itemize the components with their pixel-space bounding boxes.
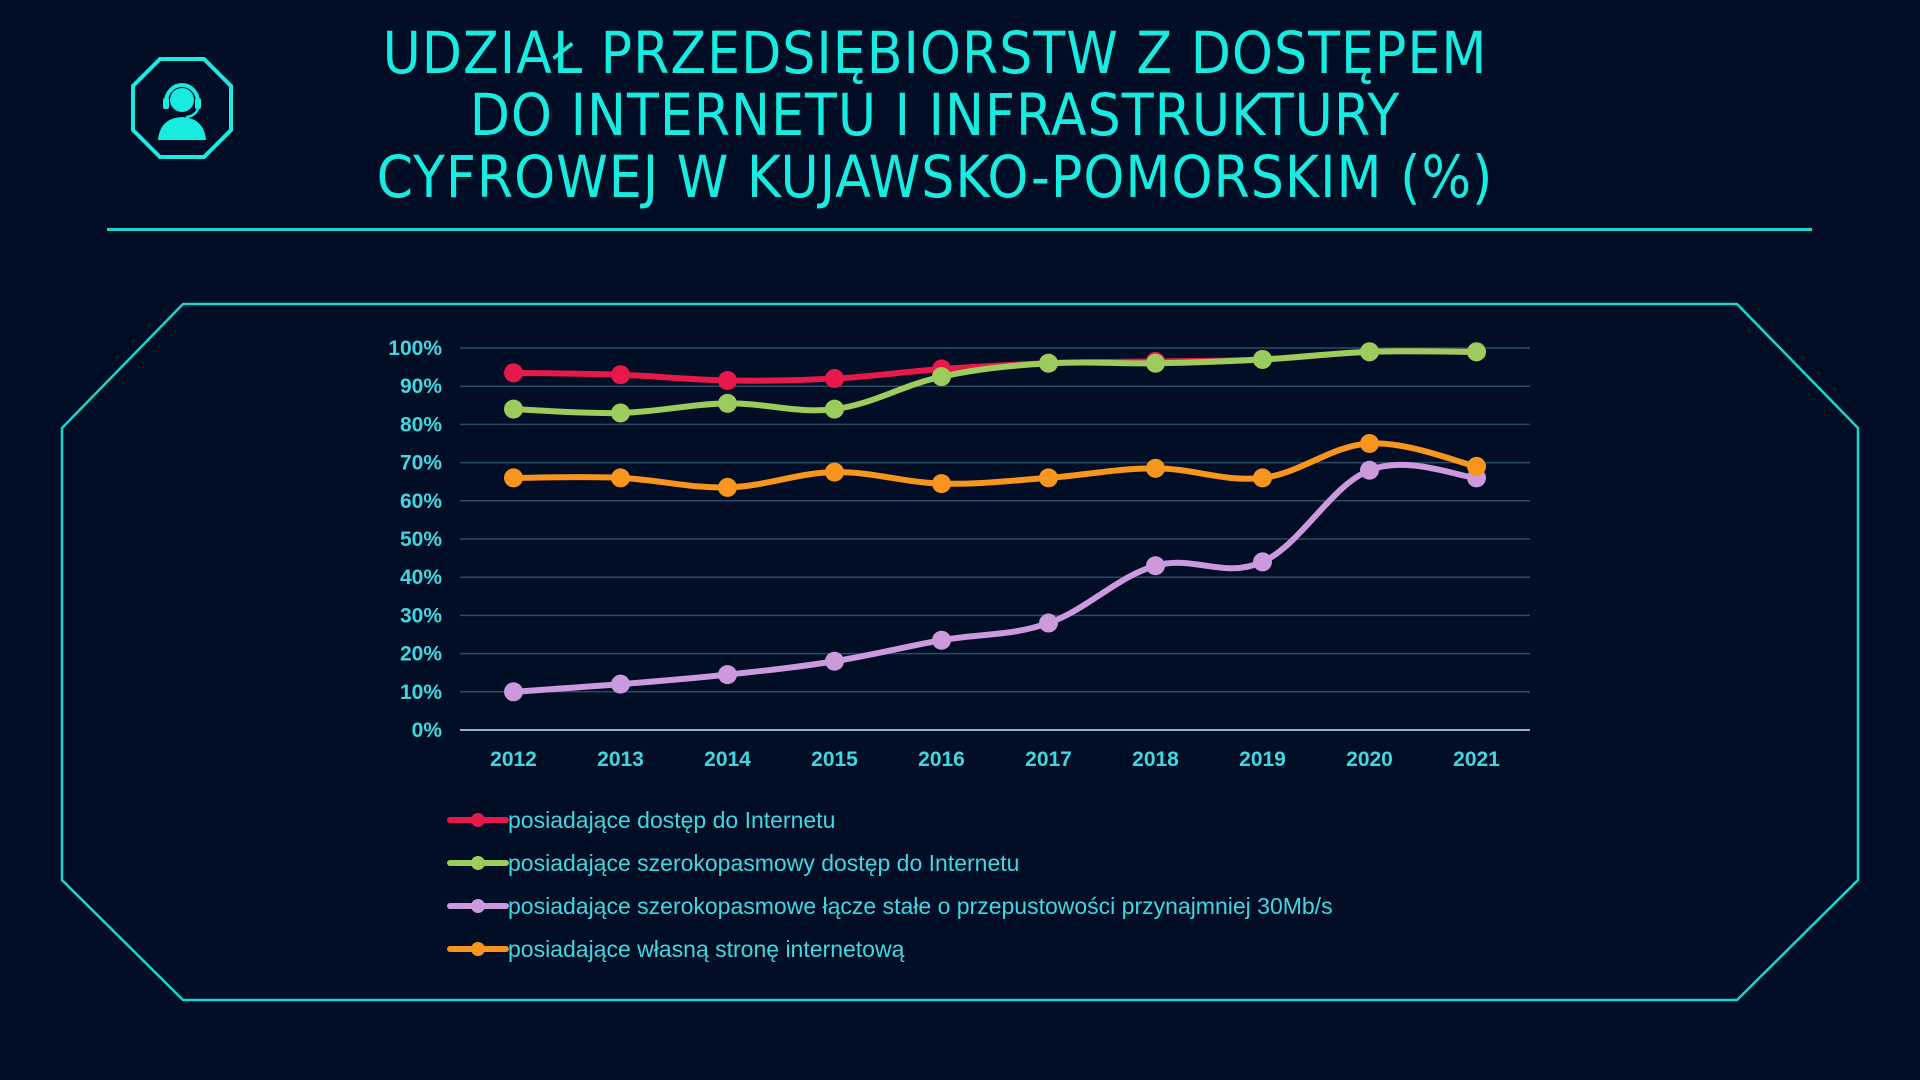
y-tick-label: 50%	[400, 528, 442, 551]
data-point	[1253, 552, 1272, 572]
headset-support-icon	[130, 56, 234, 160]
y-tick-label: 40%	[400, 566, 442, 589]
title-line-2: DO INTERNETU I INFRASTRUKTURY	[469, 81, 1401, 149]
data-point	[611, 403, 630, 423]
legend-marker	[471, 899, 485, 913]
data-point	[1360, 460, 1379, 480]
data-point	[1146, 556, 1165, 576]
data-point	[825, 462, 844, 482]
data-point	[825, 651, 844, 671]
data-point	[825, 369, 844, 389]
data-point	[718, 477, 737, 497]
data-point	[1467, 342, 1486, 362]
y-tick-label: 0%	[412, 719, 443, 742]
series-line-3	[510, 461, 1480, 695]
page-title: UDZIAŁ PRZEDSIĘBIORSTW Z DOSTĘPEM DO INT…	[235, 22, 1635, 208]
x-tick-label: 2013	[597, 748, 644, 771]
data-point	[504, 682, 523, 702]
data-point	[1360, 434, 1379, 453]
x-tick-label: 2020	[1346, 748, 1393, 771]
data-point	[504, 363, 523, 383]
series-line-4	[510, 440, 1480, 491]
data-point	[504, 468, 523, 488]
data-point	[825, 399, 844, 419]
data-point	[1039, 613, 1058, 633]
data-point	[1039, 353, 1058, 373]
data-point	[1253, 349, 1272, 369]
x-tick-label: 2015	[811, 748, 858, 771]
data-point	[718, 393, 737, 413]
x-tick-label: 2017	[1025, 748, 1072, 771]
data-point	[611, 365, 630, 385]
x-tick-label: 2019	[1239, 748, 1286, 771]
x-tick-label: 2012	[490, 748, 537, 771]
x-tick-label: 2014	[704, 748, 751, 771]
y-tick-label: 90%	[400, 375, 442, 398]
data-point	[1253, 468, 1272, 488]
legend-marker	[471, 856, 485, 870]
data-point	[718, 370, 737, 390]
data-point	[1146, 458, 1165, 478]
data-point	[504, 399, 523, 419]
legend-label: posiadające dostęp do Internetu	[508, 807, 835, 833]
y-tick-label: 30%	[400, 604, 442, 627]
y-tick-label: 100%	[388, 337, 442, 360]
data-point	[1146, 353, 1165, 373]
data-point	[1467, 456, 1486, 476]
y-tick-label: 60%	[400, 490, 442, 513]
data-point	[932, 474, 951, 494]
data-point	[932, 367, 951, 387]
legend-marker	[471, 942, 485, 956]
data-point	[1360, 342, 1379, 362]
legend-label: posiadające szerokopasmowe łącze stałe o…	[508, 893, 1333, 919]
y-tick-label: 20%	[400, 643, 442, 666]
y-tick-label: 80%	[400, 413, 442, 436]
data-point	[718, 665, 737, 685]
data-point	[611, 468, 630, 488]
series-line-2	[510, 348, 1480, 417]
data-point	[611, 674, 630, 694]
x-tick-label: 2018	[1132, 748, 1179, 771]
data-point	[932, 630, 951, 650]
title-line-1: UDZIAŁ PRZEDSIĘBIORSTW Z DOSTĘPEM	[382, 19, 1488, 87]
legend-marker	[471, 813, 485, 827]
title-line-3: CYFROWEJ W KUJAWSKO-POMORSKIM (%)	[376, 143, 1494, 211]
legend-label: posiadające własną stronę internetową	[508, 936, 905, 962]
y-tick-label: 10%	[400, 681, 442, 704]
y-tick-label: 70%	[400, 452, 442, 475]
legend-label: posiadające szerokopasmowy dostęp do Int…	[508, 850, 1019, 876]
data-point	[1039, 468, 1058, 488]
x-tick-label: 2016	[918, 748, 965, 771]
title-divider	[107, 228, 1812, 231]
x-tick-label: 2021	[1453, 748, 1500, 771]
